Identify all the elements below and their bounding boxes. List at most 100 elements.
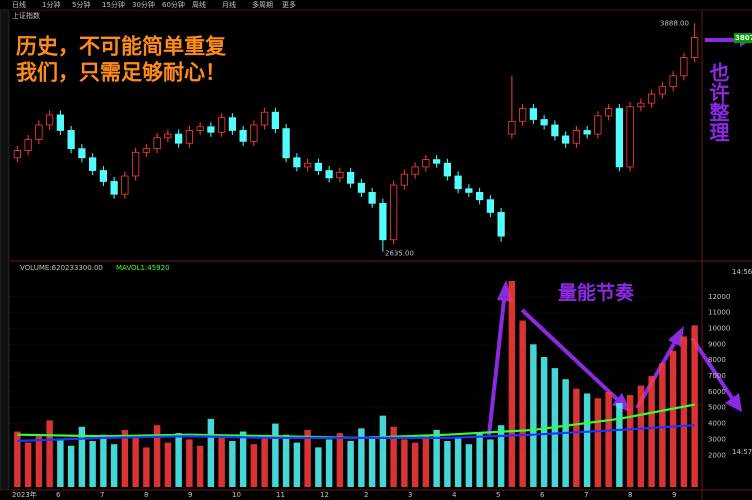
volume-bar [218, 436, 225, 487]
volume-bar [272, 423, 279, 487]
candle-body [605, 108, 613, 117]
candle-body [13, 150, 21, 159]
volume-bar [691, 325, 698, 487]
candle-body [164, 133, 172, 139]
menu-item[interactable]: 更多 [282, 0, 296, 9]
candle-body [615, 108, 624, 168]
candle-body [443, 162, 451, 177]
price-box [734, 33, 752, 44]
volume-bar [530, 344, 537, 487]
candle-body [637, 102, 645, 108]
volume-bar [46, 420, 53, 487]
candle-body [400, 173, 408, 186]
volume-bar [616, 402, 623, 487]
candle-body [99, 170, 108, 182]
volume-bar [67, 445, 75, 487]
candle-body [314, 162, 322, 171]
volume-bar [583, 393, 591, 487]
arrow [520, 308, 620, 402]
x-tick-label: 8 [628, 491, 632, 499]
volume-bar [422, 434, 430, 487]
volume-bar [487, 439, 494, 487]
y-tick-label: 8000 [708, 356, 726, 364]
candle-body [357, 182, 365, 193]
menu-item[interactable]: 5分钟 [72, 0, 90, 9]
menu-item[interactable]: 30分钟 [132, 0, 155, 9]
volume-bar [229, 441, 236, 487]
candle-body [583, 130, 591, 135]
x-tick-label: 2 [364, 491, 368, 499]
menu-item[interactable]: 1分钟 [42, 0, 60, 9]
y-tick-label: 3000 [708, 435, 726, 443]
volume-bar [196, 445, 204, 487]
y-tick-label: 4000 [708, 420, 726, 428]
volume-bar [57, 439, 64, 487]
menu-item[interactable]: 多周期 [252, 0, 273, 9]
menu-item[interactable]: 15分钟 [102, 0, 125, 9]
candle-body [346, 171, 355, 184]
x-tick-label: 6 [540, 491, 545, 499]
menu-item[interactable]: 周线 [192, 0, 206, 9]
volume-bar [637, 385, 645, 487]
candle-body [411, 166, 419, 175]
candle-body [368, 191, 376, 204]
volume-bar [239, 431, 247, 487]
volume-bar [325, 439, 333, 487]
candle-body [196, 126, 204, 131]
candle-body [131, 151, 140, 177]
candle-body [282, 128, 290, 159]
candle-body [658, 86, 667, 95]
x-tick-label: 9 [188, 491, 192, 499]
menu-item[interactable]: 日线 [12, 0, 26, 9]
candle-body [336, 171, 344, 179]
y-tick-label: 10000 [708, 324, 730, 332]
candle-body [379, 202, 387, 241]
candle-body [562, 135, 570, 144]
arrow [690, 336, 734, 400]
candle-body [626, 106, 634, 168]
y-tick-label: 2000 [708, 451, 726, 459]
candle-body [529, 108, 538, 120]
candle-body [454, 175, 462, 190]
volume-bar [153, 425, 161, 487]
arrow-head [612, 393, 631, 412]
volume-bar [626, 395, 634, 487]
volume-bar [605, 391, 612, 487]
price-label: 3807 [735, 34, 752, 42]
candle-body [239, 130, 247, 142]
volume-bar [347, 441, 354, 487]
volume-bar [519, 320, 526, 487]
x-tick-label: 11 [276, 491, 285, 499]
volume-bar [379, 415, 387, 487]
candle-body [56, 114, 65, 131]
candle-body [35, 124, 43, 140]
candle-body [271, 111, 279, 130]
candle-body [174, 133, 183, 144]
volume-bar [680, 336, 688, 487]
volume-bar [659, 363, 666, 487]
x-tick-label: 7 [584, 491, 588, 499]
volume-bar [540, 357, 548, 487]
x-tick-label: 6 [56, 491, 61, 499]
time-label: 14:57 [732, 448, 752, 456]
candle-body [207, 126, 215, 133]
candle-body [519, 108, 527, 122]
ma-line [17, 424, 695, 443]
annotation: 我们，只需足够耐心！ [16, 60, 226, 85]
y-tick-label: 7000 [708, 372, 726, 380]
candle-body [572, 130, 581, 144]
x-tick-label: 9 [672, 491, 676, 499]
candle-body [325, 170, 333, 179]
volume-bar [411, 442, 419, 487]
candle-body [46, 114, 54, 126]
candle-body [121, 175, 129, 195]
volume-bar [35, 436, 43, 487]
menu-item[interactable]: 60分钟 [162, 0, 185, 9]
chart-title: 上证指数 [12, 11, 40, 20]
volume-bar [304, 429, 311, 487]
candle-body [67, 130, 75, 150]
menu-item[interactable]: 月线 [222, 0, 236, 9]
candle-body [486, 199, 494, 213]
x-tick-label: 3 [408, 491, 412, 499]
